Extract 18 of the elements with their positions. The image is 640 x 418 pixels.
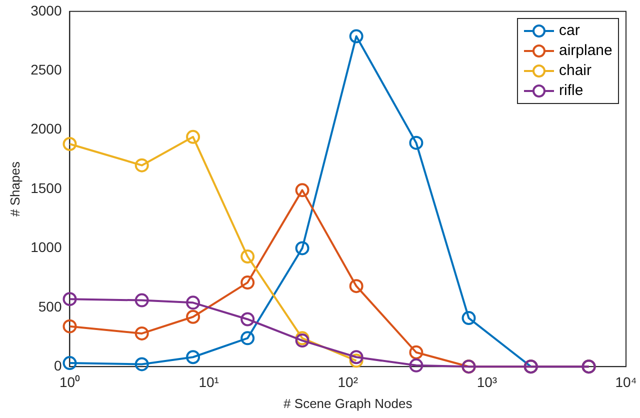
legend-label: rifle — [559, 81, 584, 102]
x-tick-label: 10¹ — [198, 374, 220, 390]
x-tick-label: 10⁴ — [615, 374, 637, 390]
y-tick-label: 0 — [54, 357, 62, 374]
x-tick-label: 10⁰ — [59, 374, 80, 390]
legend-label: airplane — [559, 41, 612, 62]
x-tick-label: 10³ — [476, 374, 498, 390]
x-tick-label: 10² — [338, 374, 358, 390]
y-tick-label: 500 — [38, 298, 62, 314]
y-tick-label: 2000 — [30, 120, 62, 137]
y-tick-label: 1500 — [30, 180, 62, 196]
y-tick-label: 3000 — [30, 2, 62, 18]
y-tick-label: 1000 — [30, 239, 62, 256]
x-axis-title: # Scene Graph Nodes — [284, 396, 413, 411]
legend-label: chair — [559, 61, 592, 82]
y-tick-label: 2500 — [30, 61, 62, 78]
legend-label: car — [559, 21, 580, 42]
y-axis-title: # Shapes — [7, 161, 22, 216]
